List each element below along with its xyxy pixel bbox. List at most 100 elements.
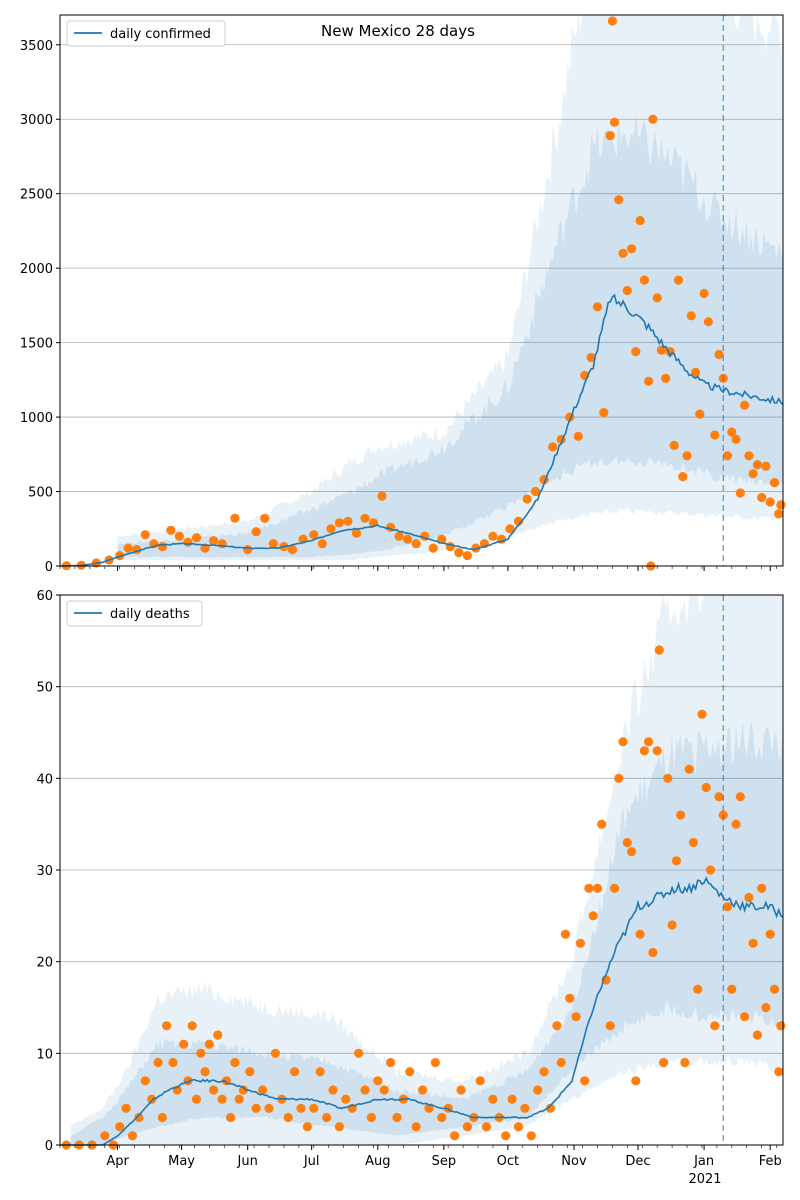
deaths-chart-panel: 0 10 20 30 40 50 60 Apr May Jun Jul Aug Sep Oct Nov De… — [36, 589, 786, 1187]
observed-point — [411, 1122, 421, 1132]
observed-point — [377, 491, 387, 501]
observed-point — [761, 461, 771, 471]
observed-point — [123, 543, 133, 553]
observed-point — [213, 1030, 223, 1040]
observed-point — [659, 1057, 669, 1068]
y-tick-label: 3500 — [20, 39, 53, 54]
observed-point — [609, 883, 620, 893]
x-tick-label: Oct — [497, 1154, 519, 1169]
observed-point — [565, 993, 575, 1003]
observed-point — [360, 513, 370, 523]
observed-point — [654, 645, 664, 655]
observed-point — [168, 1057, 178, 1068]
observed-point — [403, 534, 413, 544]
deaths-uncertainty-bands — [70, 595, 783, 1145]
observed-point — [183, 537, 193, 547]
confirmed-chart-panel: 0 500 1000 1500 2000 2500 3000 3500 New Mexico … — [20, 14, 786, 575]
observed-point — [475, 1076, 485, 1086]
observed-point — [622, 285, 632, 296]
y-tick-label: 1500 — [20, 337, 53, 352]
observed-point — [644, 737, 654, 747]
observed-point — [765, 929, 775, 939]
observed-point — [533, 1085, 543, 1095]
observed-point — [774, 509, 784, 519]
observed-point — [752, 460, 763, 470]
observed-point — [251, 1103, 261, 1113]
confirmed-median-line — [60, 293, 784, 567]
observed-point — [238, 1085, 248, 1095]
observed-point — [697, 709, 707, 719]
observed-point — [411, 539, 421, 549]
observed-point — [268, 539, 278, 549]
observed-point — [405, 1067, 415, 1077]
observed-point — [260, 513, 270, 523]
observed-point — [552, 1021, 562, 1031]
x-year-label: 2021 — [688, 1172, 721, 1187]
observed-point — [744, 451, 754, 461]
deaths-observed-points — [61, 645, 786, 1150]
observed-point — [328, 1085, 338, 1095]
uncertainty-band-inner — [70, 718, 783, 1145]
observed-point — [209, 536, 219, 546]
observed-point — [230, 1057, 240, 1068]
observed-point — [727, 984, 737, 994]
observed-point — [392, 1112, 402, 1123]
observed-point — [187, 1021, 197, 1031]
x-tick-label: Feb — [759, 1154, 782, 1169]
observed-point — [752, 1030, 763, 1040]
x-tick-label: Apr — [106, 1154, 129, 1169]
observed-point — [343, 516, 353, 526]
observed-point — [727, 427, 737, 437]
observed-point — [635, 215, 645, 226]
observed-point — [191, 1094, 202, 1104]
y-tick-label: 500 — [28, 486, 53, 501]
observed-point — [418, 1085, 428, 1095]
observed-point — [669, 440, 679, 450]
observed-point — [592, 883, 603, 893]
y-tick-label: 40 — [36, 772, 53, 787]
observed-point — [701, 782, 711, 793]
observed-point — [317, 539, 327, 549]
observed-point — [505, 524, 515, 534]
observed-point — [296, 1103, 306, 1113]
confirmed-y-axis: 0 500 1000 1500 2000 2500 3000 3500 — [20, 39, 60, 575]
observed-point — [710, 1021, 720, 1031]
uncertainty-band-outer — [70, 595, 783, 1145]
median-line — [60, 876, 784, 1146]
y-tick-label: 20 — [36, 956, 53, 971]
observed-point — [652, 293, 662, 303]
observed-point — [127, 1131, 138, 1141]
observed-point — [488, 531, 498, 541]
observed-point — [605, 1021, 615, 1031]
observed-point — [776, 500, 786, 510]
observed-point — [334, 1122, 344, 1132]
observed-point — [191, 533, 202, 543]
observed-point — [386, 1057, 396, 1068]
observed-point — [622, 837, 632, 848]
observed-point — [703, 317, 714, 327]
observed-point — [586, 352, 596, 363]
x-tick-label: Jul — [303, 1154, 320, 1169]
confirmed-observed-points — [61, 16, 786, 571]
observed-point — [592, 302, 603, 312]
observed-point — [699, 288, 709, 299]
observed-point — [740, 1012, 750, 1022]
observed-point — [456, 1085, 466, 1095]
y-tick-label: 30 — [36, 864, 53, 879]
observed-point — [507, 1094, 517, 1104]
observed-point — [462, 551, 472, 561]
confirmed-legend: daily confirmed — [66, 20, 226, 47]
observed-point — [121, 1103, 131, 1113]
observed-point — [710, 430, 720, 440]
observed-point — [437, 1112, 447, 1123]
observed-point — [678, 472, 688, 482]
observed-point — [688, 837, 699, 848]
deaths-median-line — [60, 876, 784, 1146]
observed-point — [140, 530, 150, 540]
observed-point — [234, 1094, 244, 1104]
observed-point — [134, 1112, 144, 1123]
observed-point — [639, 746, 650, 756]
observed-point — [691, 367, 701, 377]
observed-point — [648, 114, 658, 124]
legend-label-confirmed: daily confirmed — [110, 27, 211, 42]
